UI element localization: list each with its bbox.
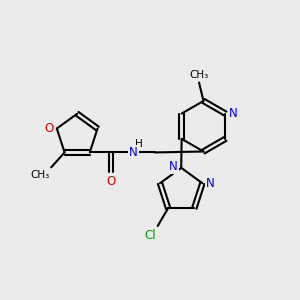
- Text: N: N: [229, 107, 238, 120]
- Text: CH₃: CH₃: [31, 170, 50, 180]
- Text: O: O: [106, 175, 116, 188]
- Text: N: N: [129, 146, 138, 159]
- Text: H: H: [135, 140, 143, 149]
- Text: O: O: [45, 122, 54, 135]
- Text: N: N: [206, 177, 215, 190]
- Text: N: N: [169, 160, 178, 173]
- Text: CH₃: CH₃: [189, 70, 209, 80]
- Text: Cl: Cl: [145, 229, 156, 242]
